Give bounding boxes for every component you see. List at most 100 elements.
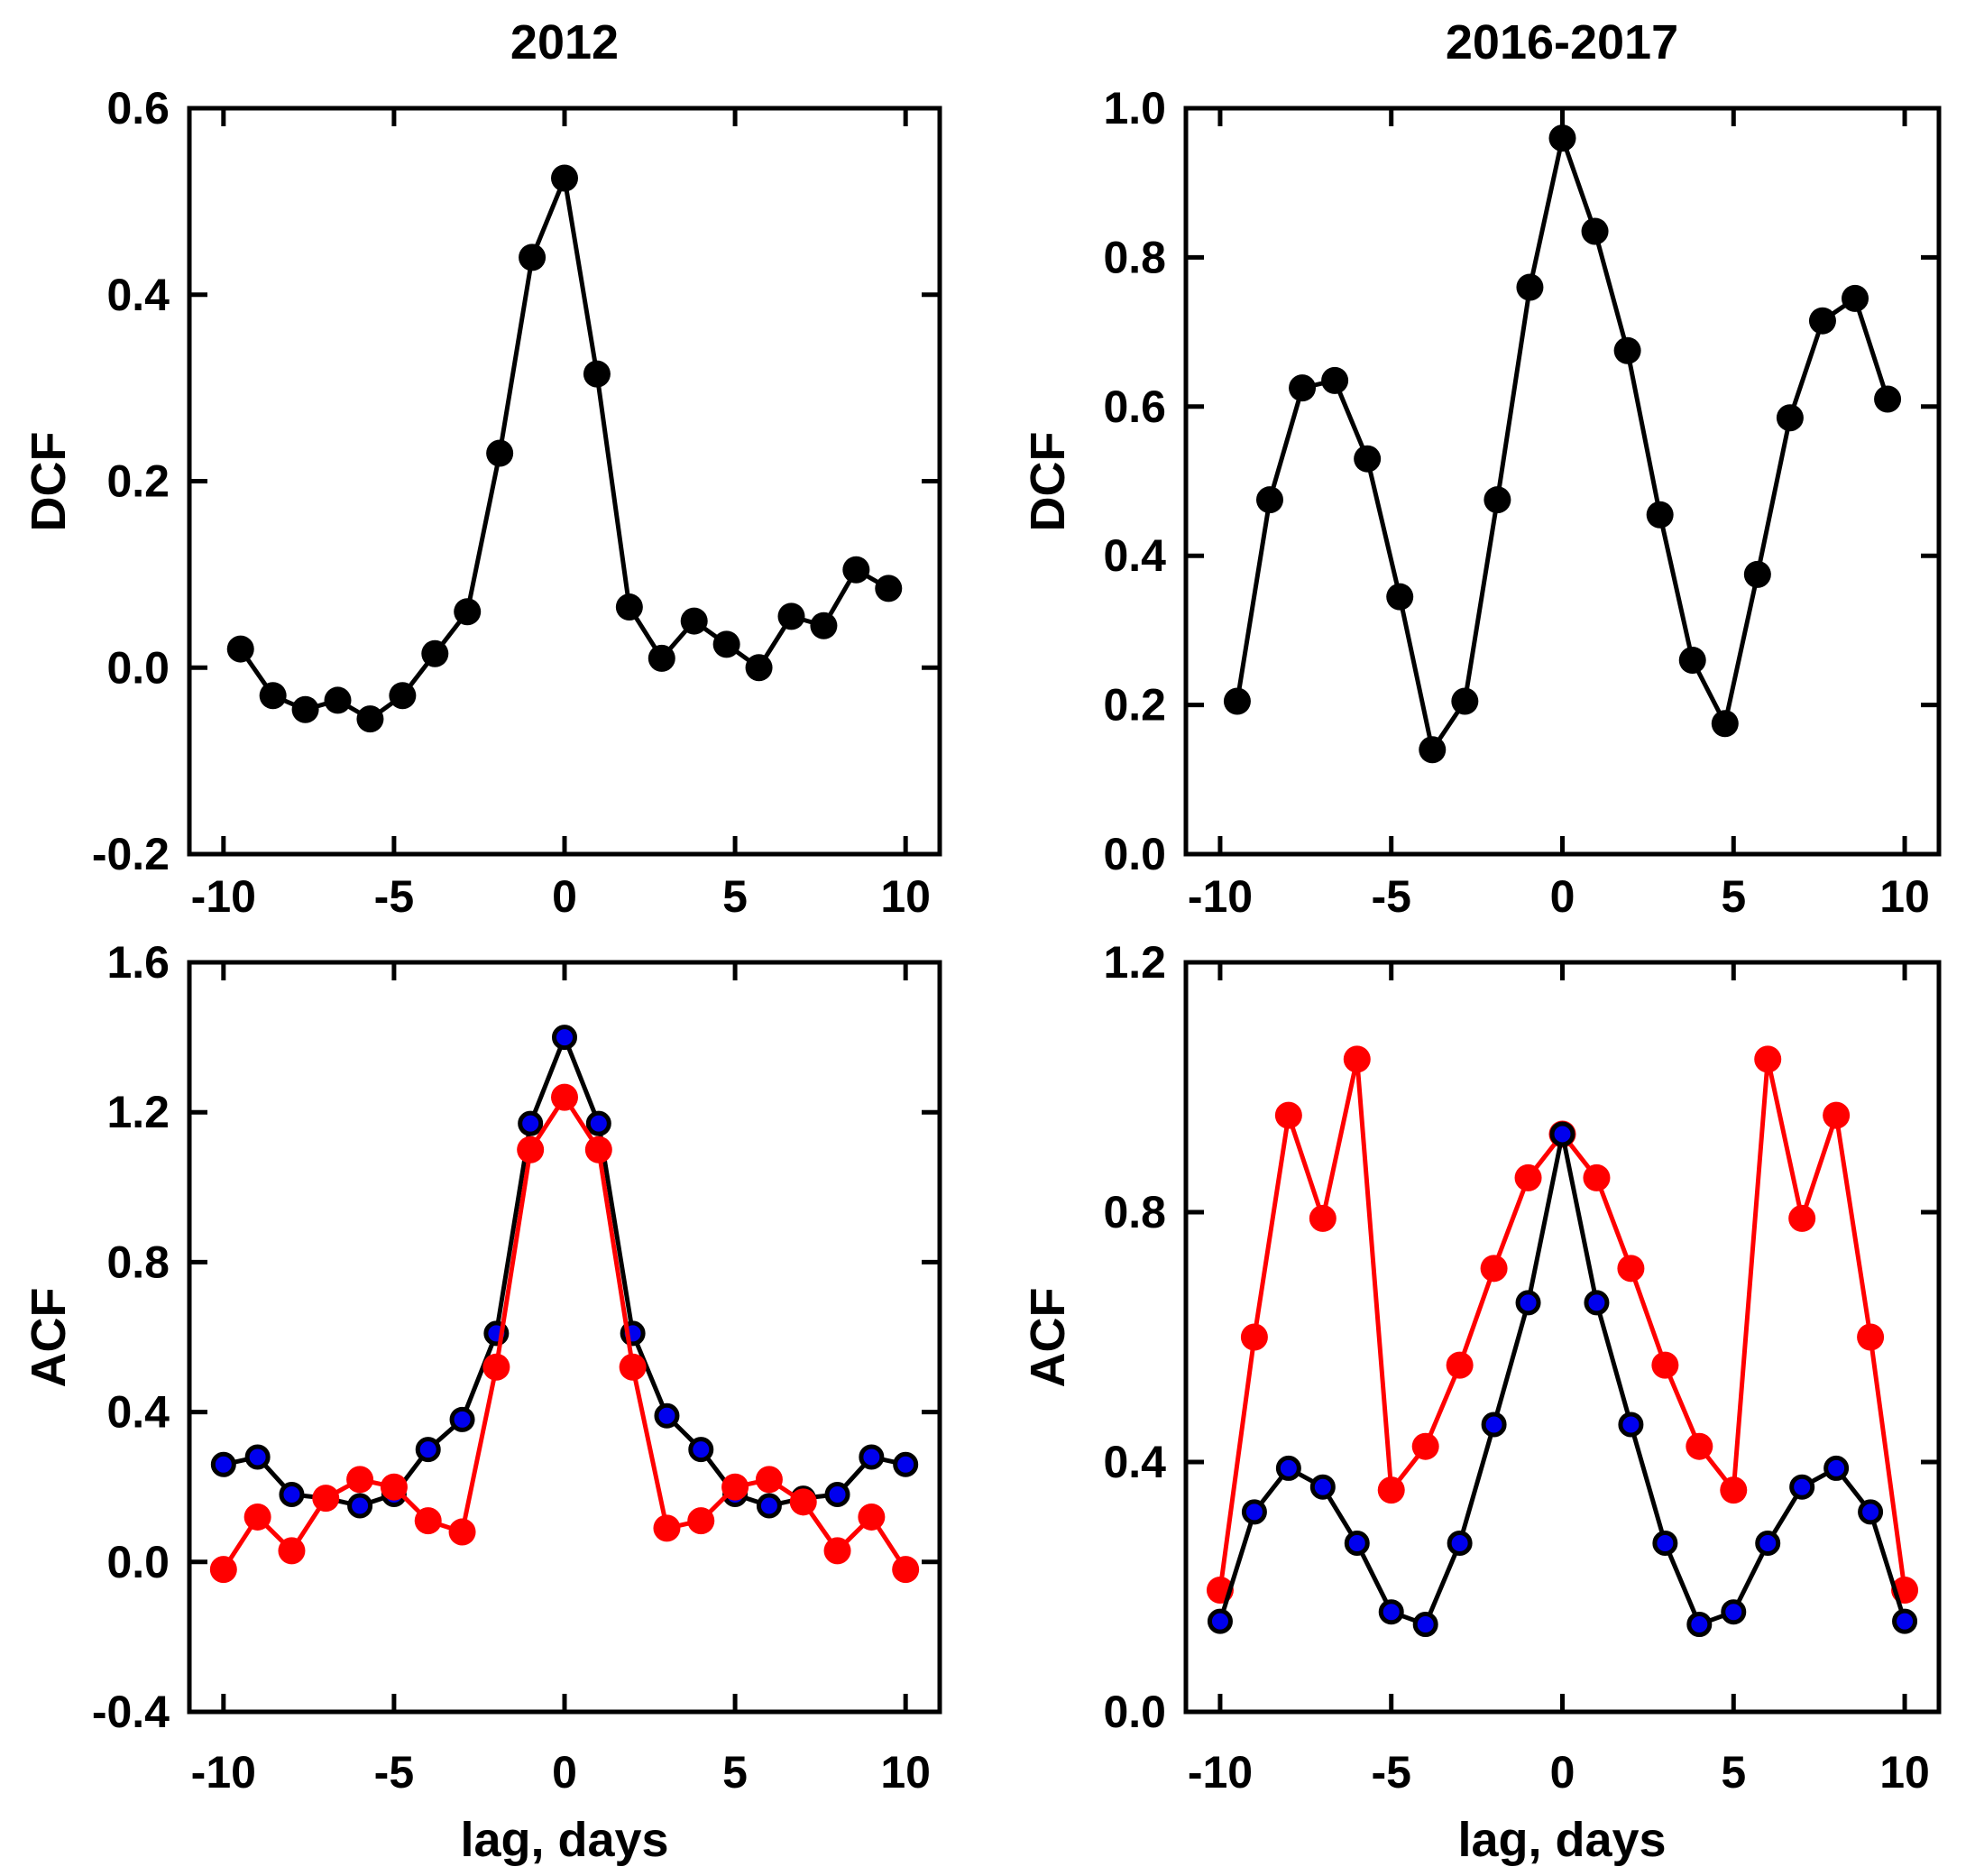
data-point-dcf-black: [745, 654, 773, 682]
x-tick-label: 5: [1721, 1747, 1746, 1798]
plot-dcf-2016-2017: -10 -5 0 5 10 0.0 0.2 0.4 0.6 0.8 1.0: [1103, 83, 1942, 922]
data-point-acf-blue: [1481, 1412, 1507, 1438]
x-tick-label: -10: [191, 871, 256, 922]
data-point-acf-red: [1480, 1255, 1508, 1283]
data-point-acf-red: [448, 1518, 476, 1546]
data-point-dcf-black: [1451, 687, 1479, 715]
data-point-acf-blue: [1309, 1474, 1336, 1500]
data-point-dcf-black: [1842, 284, 1869, 312]
y-tick-label: 0.2: [1103, 680, 1166, 731]
data-point-acf-red: [414, 1507, 442, 1535]
x-tick-label: -5: [374, 871, 414, 922]
data-point-acf-blue: [244, 1444, 271, 1470]
x-tick-label: -10: [191, 1747, 256, 1798]
data-point-acf-red: [584, 1136, 612, 1163]
data-point-acf-red: [1343, 1045, 1371, 1073]
x-tick-label: -5: [1371, 871, 1410, 922]
data-point-acf-red: [858, 1503, 886, 1531]
data-point-acf-red: [1754, 1045, 1782, 1073]
y-tick-label: 0.8: [1103, 232, 1166, 282]
data-point-acf-blue: [1549, 1121, 1575, 1147]
data-point-dcf-black: [712, 630, 740, 658]
y-tick-label: 0.4: [106, 1387, 170, 1438]
data-point-dcf-black: [615, 593, 643, 621]
plot-title-2012: 2012: [510, 15, 620, 69]
data-point-acf-blue: [1823, 1455, 1850, 1481]
data-point-acf-blue: [1241, 1499, 1267, 1525]
data-point-dcf-black: [680, 607, 708, 635]
y-axis-label-dcf-right: DCF: [1021, 431, 1075, 532]
plot-frame: [187, 960, 942, 1715]
data-point-acf-blue: [1584, 1290, 1610, 1316]
plot-frame: [1183, 106, 1942, 857]
y-tick-label: 1.2: [1103, 938, 1166, 988]
data-point-dcf-black: [421, 639, 449, 667]
data-point-acf-blue: [210, 1451, 236, 1477]
data-point-acf-red: [653, 1514, 681, 1542]
x-tick-label: 0: [552, 1747, 577, 1798]
data-point-acf-red: [1411, 1432, 1439, 1460]
x-tick-label: 0: [1550, 871, 1575, 922]
data-point-dcf-black: [1678, 646, 1706, 674]
data-point-acf-red: [1651, 1351, 1679, 1379]
plot-dcf-2012: -10 -5 0 5 10 -0.2 0.0 0.2 0.4 0.6: [92, 83, 942, 922]
data-point-acf-blue: [552, 1025, 577, 1051]
data-point-dcf-black: [810, 612, 838, 639]
data-point-acf-red: [1720, 1476, 1748, 1504]
data-point-dcf-black: [389, 682, 417, 710]
data-point-acf-blue: [1378, 1599, 1404, 1625]
data-point-acf-red: [380, 1473, 408, 1501]
data-point-acf-red: [755, 1466, 783, 1494]
data-point-acf-blue: [1618, 1412, 1644, 1438]
data-point-dcf-black: [1808, 307, 1836, 335]
series-line-dcf-black: [238, 176, 890, 722]
x-tick-label: 5: [1721, 871, 1746, 922]
y-tick-label: 0.4: [106, 270, 170, 320]
data-point-acf-red: [551, 1083, 578, 1111]
data-point-dcf-black: [1711, 710, 1739, 738]
data-point-acf-red: [312, 1485, 340, 1513]
data-point-dcf-black: [356, 705, 384, 733]
data-point-dcf-black: [842, 556, 870, 584]
data-point-acf-blue: [1275, 1455, 1301, 1481]
y-tick-label: 1.2: [106, 1087, 170, 1137]
data-point-dcf-black: [1289, 374, 1317, 402]
y-tick-label: -0.2: [92, 829, 170, 879]
data-point-dcf-black: [583, 360, 611, 388]
y-tick-label: 0.0: [106, 642, 170, 693]
data-point-dcf-black: [1776, 404, 1804, 432]
data-point-dcf-black: [777, 602, 805, 630]
y-axis-label-dcf-left: DCF: [22, 431, 76, 532]
data-point-acf-blue: [893, 1451, 919, 1477]
y-axis-label-acf-left: ACF: [22, 1287, 76, 1388]
x-tick-label: 10: [1879, 871, 1930, 922]
data-point-acf-blue: [449, 1406, 475, 1432]
y-tick-label: 0.0: [1103, 829, 1166, 879]
data-point-dcf-black: [648, 644, 675, 672]
data-point-acf-blue: [1686, 1612, 1713, 1638]
data-point-dcf-black: [1223, 687, 1251, 715]
y-tick-label: 0.0: [106, 1537, 170, 1587]
data-point-acf-red: [1274, 1101, 1302, 1129]
data-point-acf-red: [517, 1136, 545, 1163]
y-tick-label: 0.8: [1103, 1187, 1166, 1237]
data-point-dcf-black: [324, 686, 352, 714]
data-point-acf-blue: [347, 1493, 373, 1519]
x-tick-label: -5: [1371, 1747, 1410, 1798]
y-tick-label: 0.2: [106, 456, 170, 507]
data-point-dcf-black: [1354, 445, 1382, 473]
data-point-dcf-black: [875, 575, 903, 602]
data-point-acf-red: [1823, 1101, 1851, 1129]
data-point-acf-red: [1788, 1204, 1816, 1232]
data-point-acf-blue: [1447, 1531, 1473, 1557]
data-point-dcf-black: [1255, 486, 1283, 514]
data-point-acf-red: [1686, 1432, 1713, 1460]
plot-frame: [1183, 960, 1942, 1715]
data-point-dcf-black: [1484, 486, 1511, 514]
data-point-acf-blue: [859, 1444, 885, 1470]
y-axis-label-acf-right: ACF: [1021, 1287, 1075, 1388]
data-point-dcf-black: [486, 439, 514, 467]
data-point-acf-red: [1583, 1163, 1611, 1191]
data-point-dcf-black: [551, 164, 578, 192]
data-point-acf-red: [1446, 1351, 1474, 1379]
